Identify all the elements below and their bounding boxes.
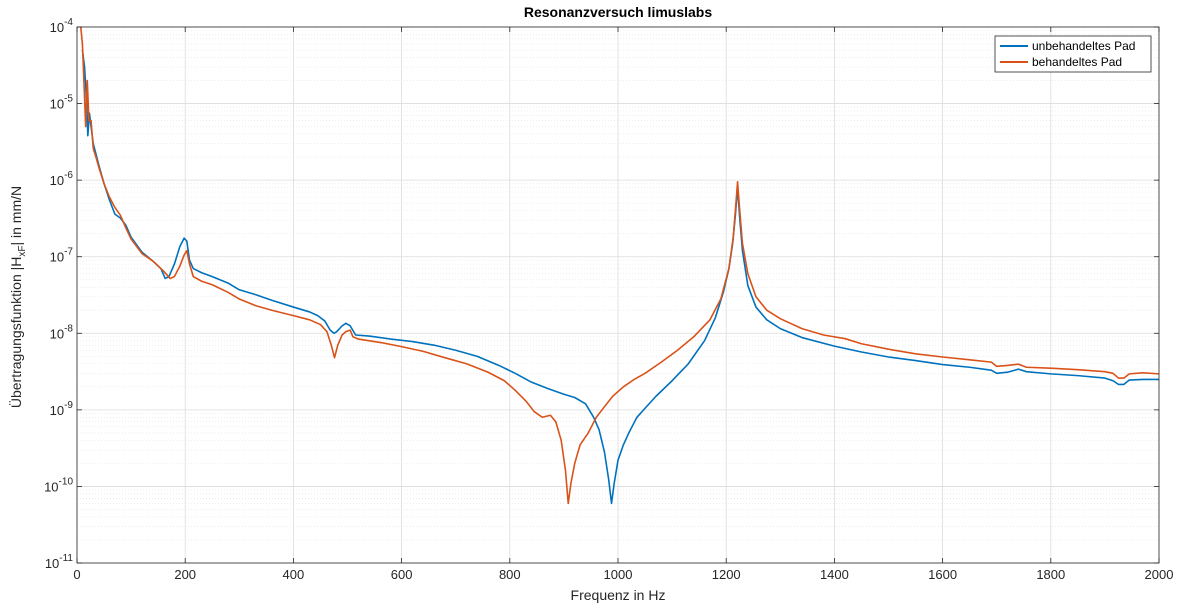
x-tick-label: 200 bbox=[174, 567, 196, 582]
grid-layer bbox=[76, 26, 1160, 564]
y-tick-label-base: 10 bbox=[50, 173, 64, 188]
tick-layer: 0 200 400 600 800 1000 1200 1400 1600 1800 200010-… bbox=[44, 17, 1173, 582]
y-tick-label: 10-9 bbox=[50, 400, 74, 418]
series-line-behandeltes-pad bbox=[79, 26, 1160, 505]
y-tick-label-base: 10 bbox=[45, 556, 59, 571]
y-axis-label-subscript: xF bbox=[17, 246, 28, 257]
legend: unbehandeltes Pad behandeltes Pad bbox=[994, 35, 1152, 73]
legend-label-unbehandeltes-pad: unbehandeltes Pad bbox=[1032, 39, 1135, 53]
x-tick-label: 600 bbox=[391, 567, 413, 582]
y-tick-label-exponent: -10 bbox=[59, 476, 74, 487]
y-axis-label: Übertragungsfunktion |HxF| in mm/N bbox=[7, 186, 28, 408]
y-tick-label-base: 10 bbox=[44, 479, 58, 494]
y-tick-label: 10-4 bbox=[50, 17, 74, 35]
x-tick-label: 400 bbox=[283, 567, 305, 582]
y-axis-label-suffix: | in mm/N bbox=[8, 186, 24, 246]
y-tick-label-base: 10 bbox=[50, 326, 64, 341]
x-tick-label: 0 bbox=[73, 567, 80, 582]
y-tick-label-exponent: -8 bbox=[64, 323, 73, 334]
y-tick-label-base: 10 bbox=[50, 20, 64, 35]
x-tick-label: 1200 bbox=[712, 567, 741, 582]
y-tick-label-exponent: -5 bbox=[64, 94, 73, 105]
y-tick-label-exponent: -11 bbox=[59, 553, 73, 564]
y-tick-label-exponent: -6 bbox=[64, 170, 73, 181]
x-tick-label: 1000 bbox=[604, 567, 633, 582]
x-axis-label: Frequenz in Hz bbox=[571, 587, 666, 603]
y-tick-label-exponent: -9 bbox=[64, 400, 73, 411]
chart-title: Resonanzversuch limuslabs bbox=[524, 4, 713, 20]
y-tick-label-exponent: -4 bbox=[64, 17, 73, 28]
series-layer bbox=[79, 26, 1160, 505]
x-tick-label: 1800 bbox=[1036, 567, 1065, 582]
x-tick-label: 2000 bbox=[1145, 567, 1174, 582]
y-tick-label: 10-11 bbox=[45, 553, 74, 571]
y-tick-label-base: 10 bbox=[50, 403, 64, 418]
y-tick-label-exponent: -7 bbox=[64, 247, 73, 258]
y-tick-label: 10-6 bbox=[50, 170, 74, 188]
y-tick-label: 10-8 bbox=[50, 323, 74, 341]
x-tick-label: 1600 bbox=[928, 567, 957, 582]
x-tick-label: 1400 bbox=[820, 567, 849, 582]
x-tick-label: 800 bbox=[499, 567, 521, 582]
y-tick-label: 10-5 bbox=[50, 94, 74, 112]
y-axis-label-prefix: Übertragungsfunktion |H bbox=[7, 257, 24, 409]
y-tick-label: 10-7 bbox=[50, 247, 74, 265]
y-tick-label: 10-10 bbox=[44, 476, 73, 494]
y-tick-label-base: 10 bbox=[50, 250, 64, 265]
legend-label-behandeltes-pad: behandeltes Pad bbox=[1032, 55, 1122, 69]
y-tick-label-base: 10 bbox=[50, 97, 64, 112]
legend-box bbox=[994, 35, 1152, 73]
